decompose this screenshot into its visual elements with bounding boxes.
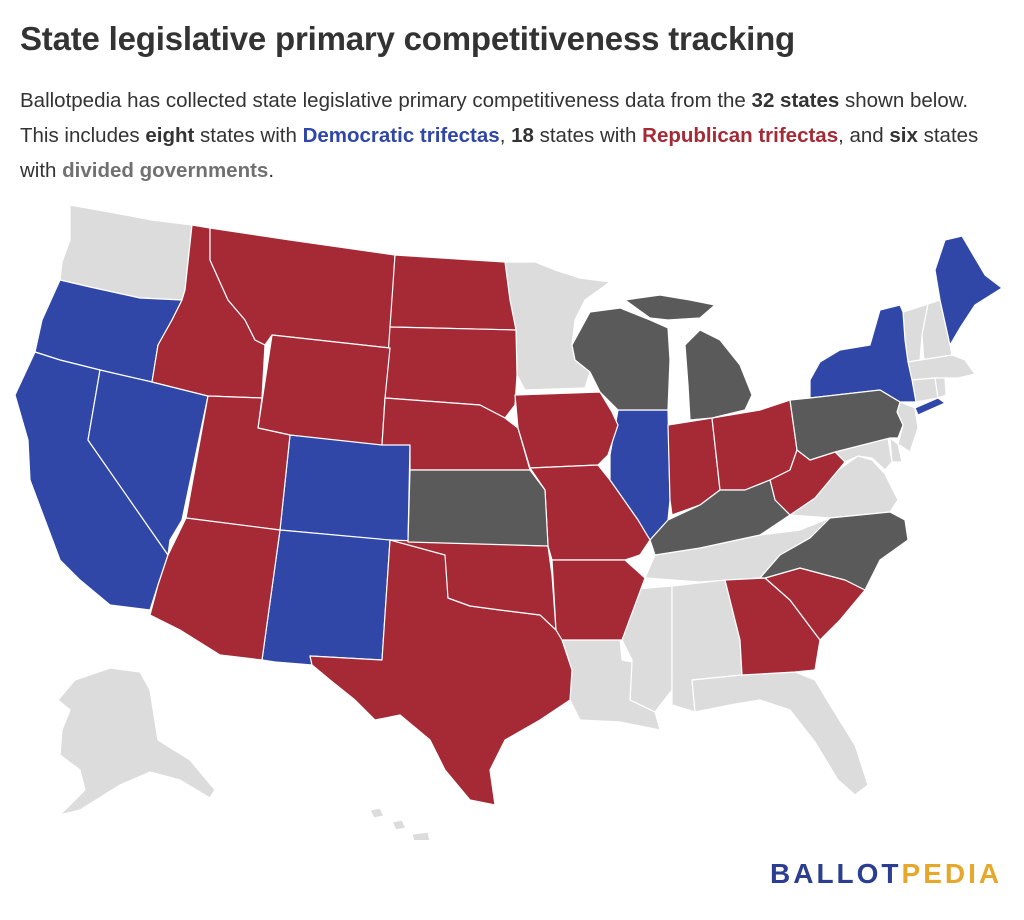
- subtitle-text: .: [268, 159, 275, 182]
- state-maryland: [834, 437, 893, 471]
- ballotpedia-logo: BALLOTPEDIA: [770, 858, 1002, 890]
- subtitle-text: states with: [533, 124, 643, 147]
- dem-count: eight: [145, 124, 195, 147]
- state-kentucky: [649, 479, 791, 556]
- divided-label: divided governments: [62, 159, 269, 182]
- logo-text: PEDIA: [901, 858, 1003, 889]
- subtitle-text: states with: [194, 124, 303, 147]
- state-north-carolina: [759, 511, 909, 591]
- state-delaware: [889, 437, 903, 463]
- state-north-dakota: [389, 254, 517, 331]
- div-count: six: [889, 124, 918, 147]
- subtitle-text: , and: [838, 124, 890, 147]
- state-arkansas: [551, 559, 646, 641]
- subtitle: Ballotpedia has collected state legislat…: [20, 83, 1005, 188]
- state-hawaii: [369, 807, 431, 840]
- state-new-mexico: [261, 529, 391, 666]
- democratic-label: Democratic trifectas: [302, 124, 500, 147]
- subtitle-text: shown below. This includes: [20, 89, 969, 147]
- state-pennsylvania: [789, 389, 904, 461]
- state-iowa: [514, 391, 619, 469]
- state-florida: [691, 671, 869, 796]
- state-oklahoma: [389, 539, 557, 631]
- republican-label: Republican trifectas: [642, 124, 839, 147]
- state-wyoming: [257, 334, 391, 446]
- state-kansas: [407, 469, 549, 547]
- state-montana: [209, 227, 396, 349]
- subtitle-text: ,: [499, 124, 512, 147]
- subtitle-text: Ballotpedia has collected state legislat…: [20, 89, 752, 112]
- state-alaska: [57, 667, 216, 816]
- state-rhode-island: [934, 377, 947, 399]
- state-michigan: [624, 294, 753, 421]
- state-colorado: [279, 434, 411, 543]
- rep-count: 18: [511, 124, 534, 147]
- state-maine: [934, 235, 1003, 346]
- logo-text: BALLOT: [770, 858, 902, 889]
- state-wisconsin: [571, 307, 671, 411]
- page-title: State legislative primary competitivenes…: [20, 20, 795, 57]
- state-count: 32 states: [751, 89, 840, 112]
- subtitle-text: states with: [20, 124, 979, 182]
- state-arizona: [149, 517, 281, 661]
- us-map: [14, 204, 1003, 840]
